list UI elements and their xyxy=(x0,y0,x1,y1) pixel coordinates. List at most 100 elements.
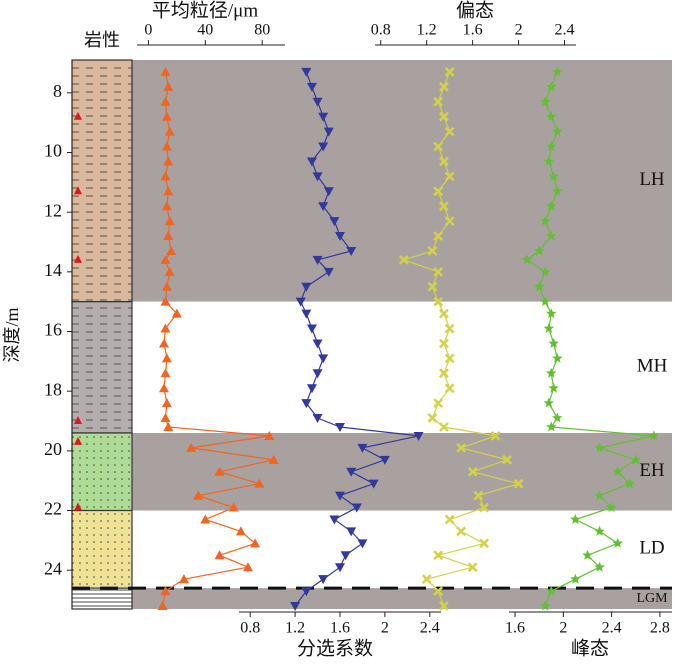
x-tick-label: 1.6 xyxy=(505,620,525,637)
data-point xyxy=(624,478,635,489)
data-point xyxy=(323,267,334,277)
data-point xyxy=(594,442,605,453)
data-point xyxy=(502,454,512,465)
data-point xyxy=(467,466,478,477)
data-point xyxy=(490,431,501,441)
data-point xyxy=(160,413,171,423)
data-point xyxy=(398,255,409,265)
data-point xyxy=(368,479,379,489)
data-point xyxy=(306,324,317,334)
data-point xyxy=(439,422,449,432)
data-point xyxy=(200,514,211,524)
data-point xyxy=(163,421,174,431)
data-point xyxy=(351,503,362,513)
data-point xyxy=(186,442,197,452)
x-tick-label: 1.6 xyxy=(463,22,483,39)
data-point xyxy=(340,551,351,561)
data-point xyxy=(161,201,172,211)
data-point xyxy=(570,514,581,524)
data-point xyxy=(312,255,323,265)
data-point xyxy=(214,466,225,476)
data-point xyxy=(161,111,172,121)
data-point xyxy=(433,398,444,409)
data-point xyxy=(444,171,455,182)
data-point xyxy=(254,478,265,488)
data-point xyxy=(439,601,449,611)
data-point xyxy=(318,142,329,152)
data-point xyxy=(521,254,533,265)
data-point xyxy=(312,414,323,424)
x-axis-title: 分选系数 xyxy=(297,637,373,659)
data-point xyxy=(433,186,444,197)
data-point xyxy=(157,601,168,611)
zone-label: LD xyxy=(639,538,664,559)
data-point xyxy=(552,352,563,363)
data-point xyxy=(346,527,357,537)
data-point xyxy=(543,323,555,333)
data-point xyxy=(546,585,557,596)
data-point xyxy=(439,156,449,167)
data-point xyxy=(318,112,329,122)
data-point xyxy=(439,338,449,349)
data-point xyxy=(166,245,177,255)
data-point xyxy=(318,202,329,212)
sample-marker xyxy=(74,502,82,511)
data-point xyxy=(160,66,171,76)
data-point xyxy=(301,399,312,409)
data-point xyxy=(444,67,455,77)
data-point xyxy=(161,398,172,408)
x-tick-label: 1.2 xyxy=(417,22,437,39)
data-point xyxy=(301,587,312,597)
data-point xyxy=(268,454,279,464)
x-tick-label: 2 xyxy=(515,22,523,39)
x-tick-label: 2 xyxy=(559,620,567,637)
sample-marker xyxy=(74,111,82,120)
data-point xyxy=(540,600,551,611)
y-tick-label: 16 xyxy=(44,320,62,340)
data-point xyxy=(433,141,444,152)
data-point xyxy=(546,367,557,378)
data-point xyxy=(444,353,455,364)
data-point xyxy=(534,245,545,256)
x-tick-label: 0.8 xyxy=(371,22,391,39)
data-point xyxy=(444,383,455,394)
background-layer xyxy=(132,60,672,609)
y-tick-label: 24 xyxy=(44,558,62,578)
data-point xyxy=(413,431,424,441)
data-point xyxy=(312,369,323,379)
data-point xyxy=(433,96,444,107)
data-point xyxy=(323,187,334,197)
data-point xyxy=(159,338,170,348)
data-point xyxy=(444,126,455,137)
zone-band xyxy=(132,510,672,589)
data-point xyxy=(312,172,323,182)
data-point xyxy=(546,81,557,92)
x-tick-label: 2.4 xyxy=(602,620,622,637)
data-point xyxy=(548,338,559,348)
data-point xyxy=(335,232,345,242)
data-point xyxy=(433,586,444,596)
data-point xyxy=(427,413,438,423)
x-tick-label: 2.8 xyxy=(650,620,670,637)
data-point xyxy=(439,368,449,379)
x-tick-label: 40 xyxy=(197,22,213,39)
data-point xyxy=(513,478,524,489)
data-point xyxy=(164,266,175,276)
data-point xyxy=(163,156,174,166)
data-point xyxy=(548,170,559,181)
data-point xyxy=(160,586,171,596)
lithology-pattern xyxy=(71,59,133,303)
data-point xyxy=(161,141,172,151)
data-point xyxy=(456,442,467,453)
x-tick-label: 80 xyxy=(254,22,270,39)
data-point xyxy=(546,421,557,432)
data-point xyxy=(160,368,171,378)
data-point xyxy=(295,297,306,307)
data-point xyxy=(160,254,171,264)
y-tick-label: 12 xyxy=(44,200,62,220)
data-point xyxy=(546,230,557,241)
data-point xyxy=(570,573,581,584)
y-tick-label: 22 xyxy=(44,499,62,519)
data-point xyxy=(439,308,449,319)
data-point xyxy=(306,384,317,394)
